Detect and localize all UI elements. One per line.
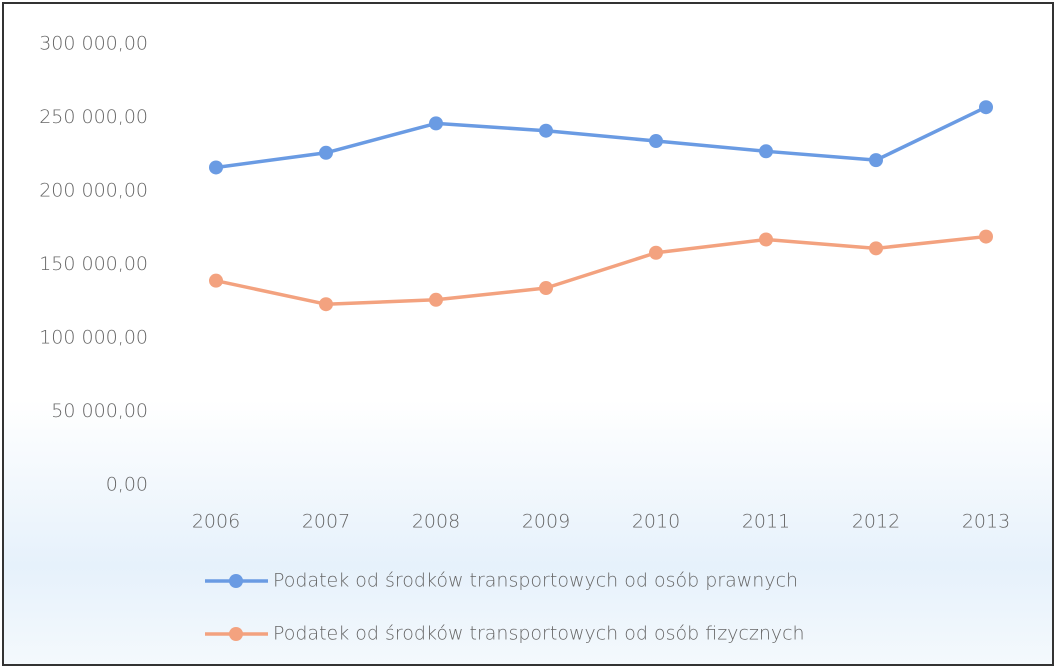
data-point bbox=[539, 281, 553, 296]
data-point bbox=[649, 245, 663, 260]
series-line bbox=[215, 234, 987, 306]
y-tick-label: 250 000,00 bbox=[39, 106, 148, 128]
data-point bbox=[209, 160, 223, 175]
x-tick-label: 2009 bbox=[522, 511, 570, 533]
y-tick-label: 200 000,00 bbox=[39, 180, 148, 202]
data-point bbox=[759, 144, 773, 159]
data-point bbox=[429, 116, 443, 131]
legend-marker bbox=[229, 627, 243, 641]
data-point bbox=[319, 145, 333, 160]
y-tick-label: 0,00 bbox=[106, 474, 148, 496]
x-tick-label: 2012 bbox=[852, 511, 900, 533]
data-point bbox=[979, 229, 993, 244]
data-point bbox=[649, 134, 663, 149]
data-point bbox=[979, 100, 993, 115]
legend-label: Podatek od środków transportowych od osó… bbox=[273, 570, 798, 592]
x-tick-label: 2011 bbox=[742, 511, 790, 533]
y-tick-label: 300 000,00 bbox=[39, 33, 148, 55]
data-point bbox=[319, 297, 333, 312]
series-line bbox=[215, 105, 987, 170]
x-tick-label: 2007 bbox=[302, 511, 350, 533]
data-point bbox=[869, 153, 883, 168]
y-tick-label: 150 000,00 bbox=[39, 253, 148, 275]
x-tick-label: 2008 bbox=[412, 511, 460, 533]
data-point bbox=[429, 292, 443, 307]
legend-label: Podatek od środków transportowych od osó… bbox=[273, 623, 805, 645]
data-point bbox=[759, 232, 773, 247]
x-tick-label: 2010 bbox=[632, 511, 680, 533]
x-tick-label: 2013 bbox=[962, 511, 1010, 533]
y-tick-label: 50 000,00 bbox=[51, 400, 148, 422]
legend-marker bbox=[229, 574, 243, 588]
x-tick-label: 2006 bbox=[192, 511, 240, 533]
data-point bbox=[869, 241, 883, 256]
y-tick-label: 100 000,00 bbox=[39, 327, 148, 349]
data-point bbox=[539, 123, 553, 138]
data-point bbox=[209, 273, 223, 288]
